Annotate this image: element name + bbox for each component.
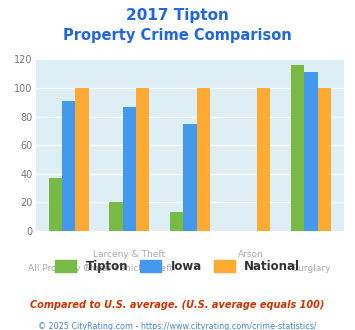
- Text: Arson: Arson: [237, 250, 263, 259]
- Text: All Property Crime: All Property Crime: [28, 264, 110, 273]
- Legend: Tipton, Iowa, National: Tipton, Iowa, National: [55, 260, 300, 273]
- Bar: [291, 65, 304, 231]
- Bar: [197, 88, 210, 231]
- Bar: [318, 88, 331, 231]
- Text: © 2025 CityRating.com - https://www.cityrating.com/crime-statistics/: © 2025 CityRating.com - https://www.city…: [38, 322, 317, 330]
- Text: 2017 Tipton: 2017 Tipton: [126, 8, 229, 23]
- Bar: [123, 107, 136, 231]
- Text: Burglary: Burglary: [292, 264, 330, 273]
- Text: Compared to U.S. average. (U.S. average equals 100): Compared to U.S. average. (U.S. average …: [30, 300, 325, 310]
- Bar: [304, 72, 318, 231]
- Bar: [49, 178, 62, 231]
- Bar: [76, 88, 89, 231]
- Bar: [183, 124, 197, 231]
- Text: Larceny & Theft: Larceny & Theft: [93, 250, 165, 259]
- Text: Motor Vehicle Theft: Motor Vehicle Theft: [85, 264, 173, 273]
- Bar: [170, 213, 183, 231]
- Bar: [62, 101, 76, 231]
- Bar: [109, 202, 123, 231]
- Bar: [257, 88, 271, 231]
- Text: Property Crime Comparison: Property Crime Comparison: [63, 28, 292, 43]
- Bar: [136, 88, 149, 231]
